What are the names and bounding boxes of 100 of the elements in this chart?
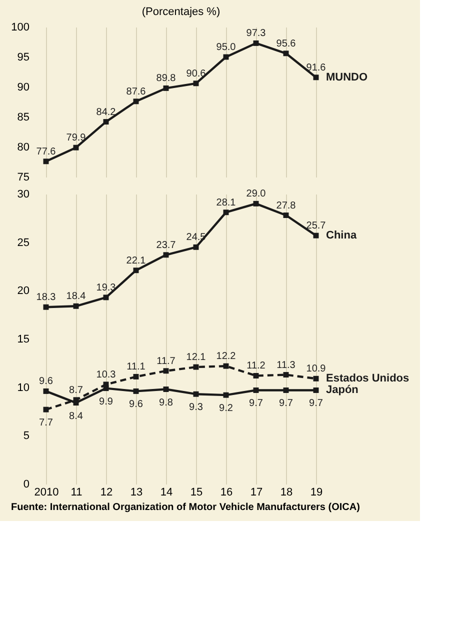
x-tick-label: 12 <box>100 486 113 498</box>
data-label: 19.3 <box>96 282 116 294</box>
point <box>313 387 319 393</box>
point <box>193 364 199 370</box>
data-label: 11.3 <box>276 360 296 371</box>
data-label: 9.6 <box>39 376 54 388</box>
data-label: 29.0 <box>246 188 266 200</box>
point <box>133 98 139 104</box>
data-label: 10.3 <box>96 369 116 380</box>
point <box>43 158 49 164</box>
data-label: 12.1 <box>186 352 206 364</box>
point <box>133 268 139 274</box>
y-tick-label: 90 <box>17 82 30 94</box>
data-label: 9.9 <box>99 396 114 408</box>
x-tick-label: 11 <box>70 486 82 498</box>
y-tick-label: 15 <box>17 334 30 346</box>
series-label: Estados Unidos <box>326 372 410 385</box>
x-tick-label: 16 <box>220 486 233 498</box>
point <box>73 303 79 309</box>
data-label: 79.9 <box>66 132 86 144</box>
data-label: 97.3 <box>246 28 266 40</box>
x-tick-label: 13 <box>130 486 143 498</box>
y-tick-label: 80 <box>17 142 30 154</box>
data-label: 89.8 <box>156 73 176 84</box>
point <box>163 368 169 374</box>
point <box>253 372 259 378</box>
point <box>223 363 229 369</box>
point <box>133 374 139 380</box>
point <box>103 386 109 392</box>
data-label: 9.2 <box>219 403 234 414</box>
point <box>43 388 49 394</box>
point <box>223 210 229 216</box>
data-label: 87.6 <box>126 86 146 98</box>
data-label: 7.7 <box>39 418 54 429</box>
point <box>193 244 199 250</box>
x-tick-label: 15 <box>190 486 203 498</box>
point <box>163 85 169 91</box>
y-tick-label: 5 <box>23 430 30 442</box>
point <box>103 119 109 125</box>
x-tick-label: 14 <box>160 486 173 498</box>
point <box>43 304 49 310</box>
data-label: 90.6 <box>186 68 206 80</box>
y-tick-label: 10 <box>17 382 30 394</box>
data-label: 95.0 <box>216 42 236 53</box>
point <box>253 200 259 206</box>
point <box>313 232 319 238</box>
point <box>73 400 79 406</box>
data-label: 28.1 <box>216 197 236 208</box>
data-label: 18.3 <box>36 292 56 304</box>
point <box>283 387 289 393</box>
y-tick-label: 30 <box>17 188 30 200</box>
point <box>253 40 259 46</box>
data-label: 11.1 <box>126 362 146 373</box>
x-tick-label: 18 <box>280 486 293 498</box>
y-tick-label: 25 <box>17 236 30 249</box>
y-tick-label: 100 <box>11 22 30 34</box>
point <box>313 74 319 80</box>
y-tick-label: 0 <box>23 478 30 490</box>
data-label: 77.6 <box>36 146 56 158</box>
y-tick-label: 85 <box>17 112 30 124</box>
point <box>193 80 199 86</box>
data-label: 25.7 <box>306 220 326 232</box>
point <box>163 252 169 258</box>
point <box>253 387 259 393</box>
data-label: 84.2 <box>96 106 116 118</box>
data-label: 9.7 <box>279 398 294 410</box>
point <box>193 391 199 397</box>
data-label: 9.7 <box>249 398 264 410</box>
x-tick-label: 17 <box>250 486 263 498</box>
data-label: 9.7 <box>309 398 324 410</box>
series-label: China <box>326 230 358 242</box>
data-label: 11.7 <box>156 356 176 367</box>
y-tick-label: 20 <box>17 285 30 298</box>
data-label: 22.1 <box>126 255 146 266</box>
point <box>133 388 139 394</box>
point <box>283 212 289 218</box>
data-label: 8.4 <box>69 410 84 422</box>
data-label: 23.7 <box>156 240 176 251</box>
data-label: 9.6 <box>129 399 144 410</box>
data-label: 27.8 <box>276 200 296 212</box>
data-label: 10.9 <box>306 364 326 375</box>
data-label: 18.4 <box>66 291 86 302</box>
data-label: 11.2 <box>246 360 266 372</box>
data-label: 8.7 <box>69 384 84 396</box>
point <box>103 294 109 300</box>
point <box>43 406 49 412</box>
point <box>163 386 169 392</box>
point <box>283 50 289 56</box>
chart-subtitle: (Porcentajes %) <box>142 6 220 18</box>
series-label: MUNDO <box>326 71 368 84</box>
point <box>283 372 289 378</box>
data-label: 9.8 <box>159 397 174 408</box>
point <box>73 144 79 150</box>
y-tick-label: 75 <box>17 172 30 184</box>
x-tick-label: 2010 <box>34 486 59 498</box>
series-label: Japón <box>326 384 359 396</box>
y-tick-label: 95 <box>17 52 30 64</box>
source-note: Fuente: International Organization of Motor Vehicle Manufacturers (OICA) <box>11 502 360 513</box>
point <box>313 376 319 382</box>
data-label: 9.3 <box>189 402 204 414</box>
